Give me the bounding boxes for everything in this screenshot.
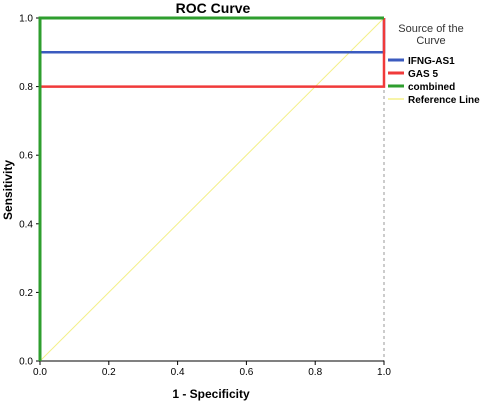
- legend-label: IFNG-AS1: [408, 56, 455, 67]
- series-line-reference-line: [39, 17, 385, 362]
- y-tick-label: 0.4: [19, 219, 33, 230]
- plot-area: 0.0 0.2 0.4 0.6 0.8 1.0 0.0 0.2 0.4 0.6 0.8 1.0: [19, 14, 391, 379]
- legend-label: combined: [408, 82, 455, 93]
- legend-title: Source of the: [398, 23, 463, 35]
- x-tick-label: 0.2: [102, 367, 116, 378]
- x-tick-label: 0.8: [308, 367, 322, 378]
- x-tick-label: 1.0: [377, 367, 391, 378]
- y-tick-label: 0.0: [19, 357, 33, 368]
- y-tick-label: 0.2: [19, 288, 33, 299]
- x-tick-label: 0.4: [171, 367, 185, 378]
- y-tick-label: 1.0: [19, 14, 33, 25]
- legend-label: Reference Line: [408, 95, 480, 106]
- y-tick-label: 0.8: [19, 82, 33, 93]
- x-tick-label: 0.6: [239, 367, 253, 378]
- legend-title-cont: Curve: [416, 35, 445, 47]
- legend: Source of the Curve IFNG-AS1 GAS 5 combine…: [388, 23, 480, 106]
- x-tick-label: 0.0: [33, 367, 47, 378]
- chart-title: ROC Curve: [176, 0, 251, 16]
- y-axis-label: Sensitivity: [1, 160, 15, 220]
- y-tick-label: 0.6: [19, 151, 33, 162]
- series-line-combined: [38, 16, 384, 361]
- x-axis-label: 1 - Specificity: [172, 387, 250, 401]
- legend-label: GAS 5: [408, 69, 438, 80]
